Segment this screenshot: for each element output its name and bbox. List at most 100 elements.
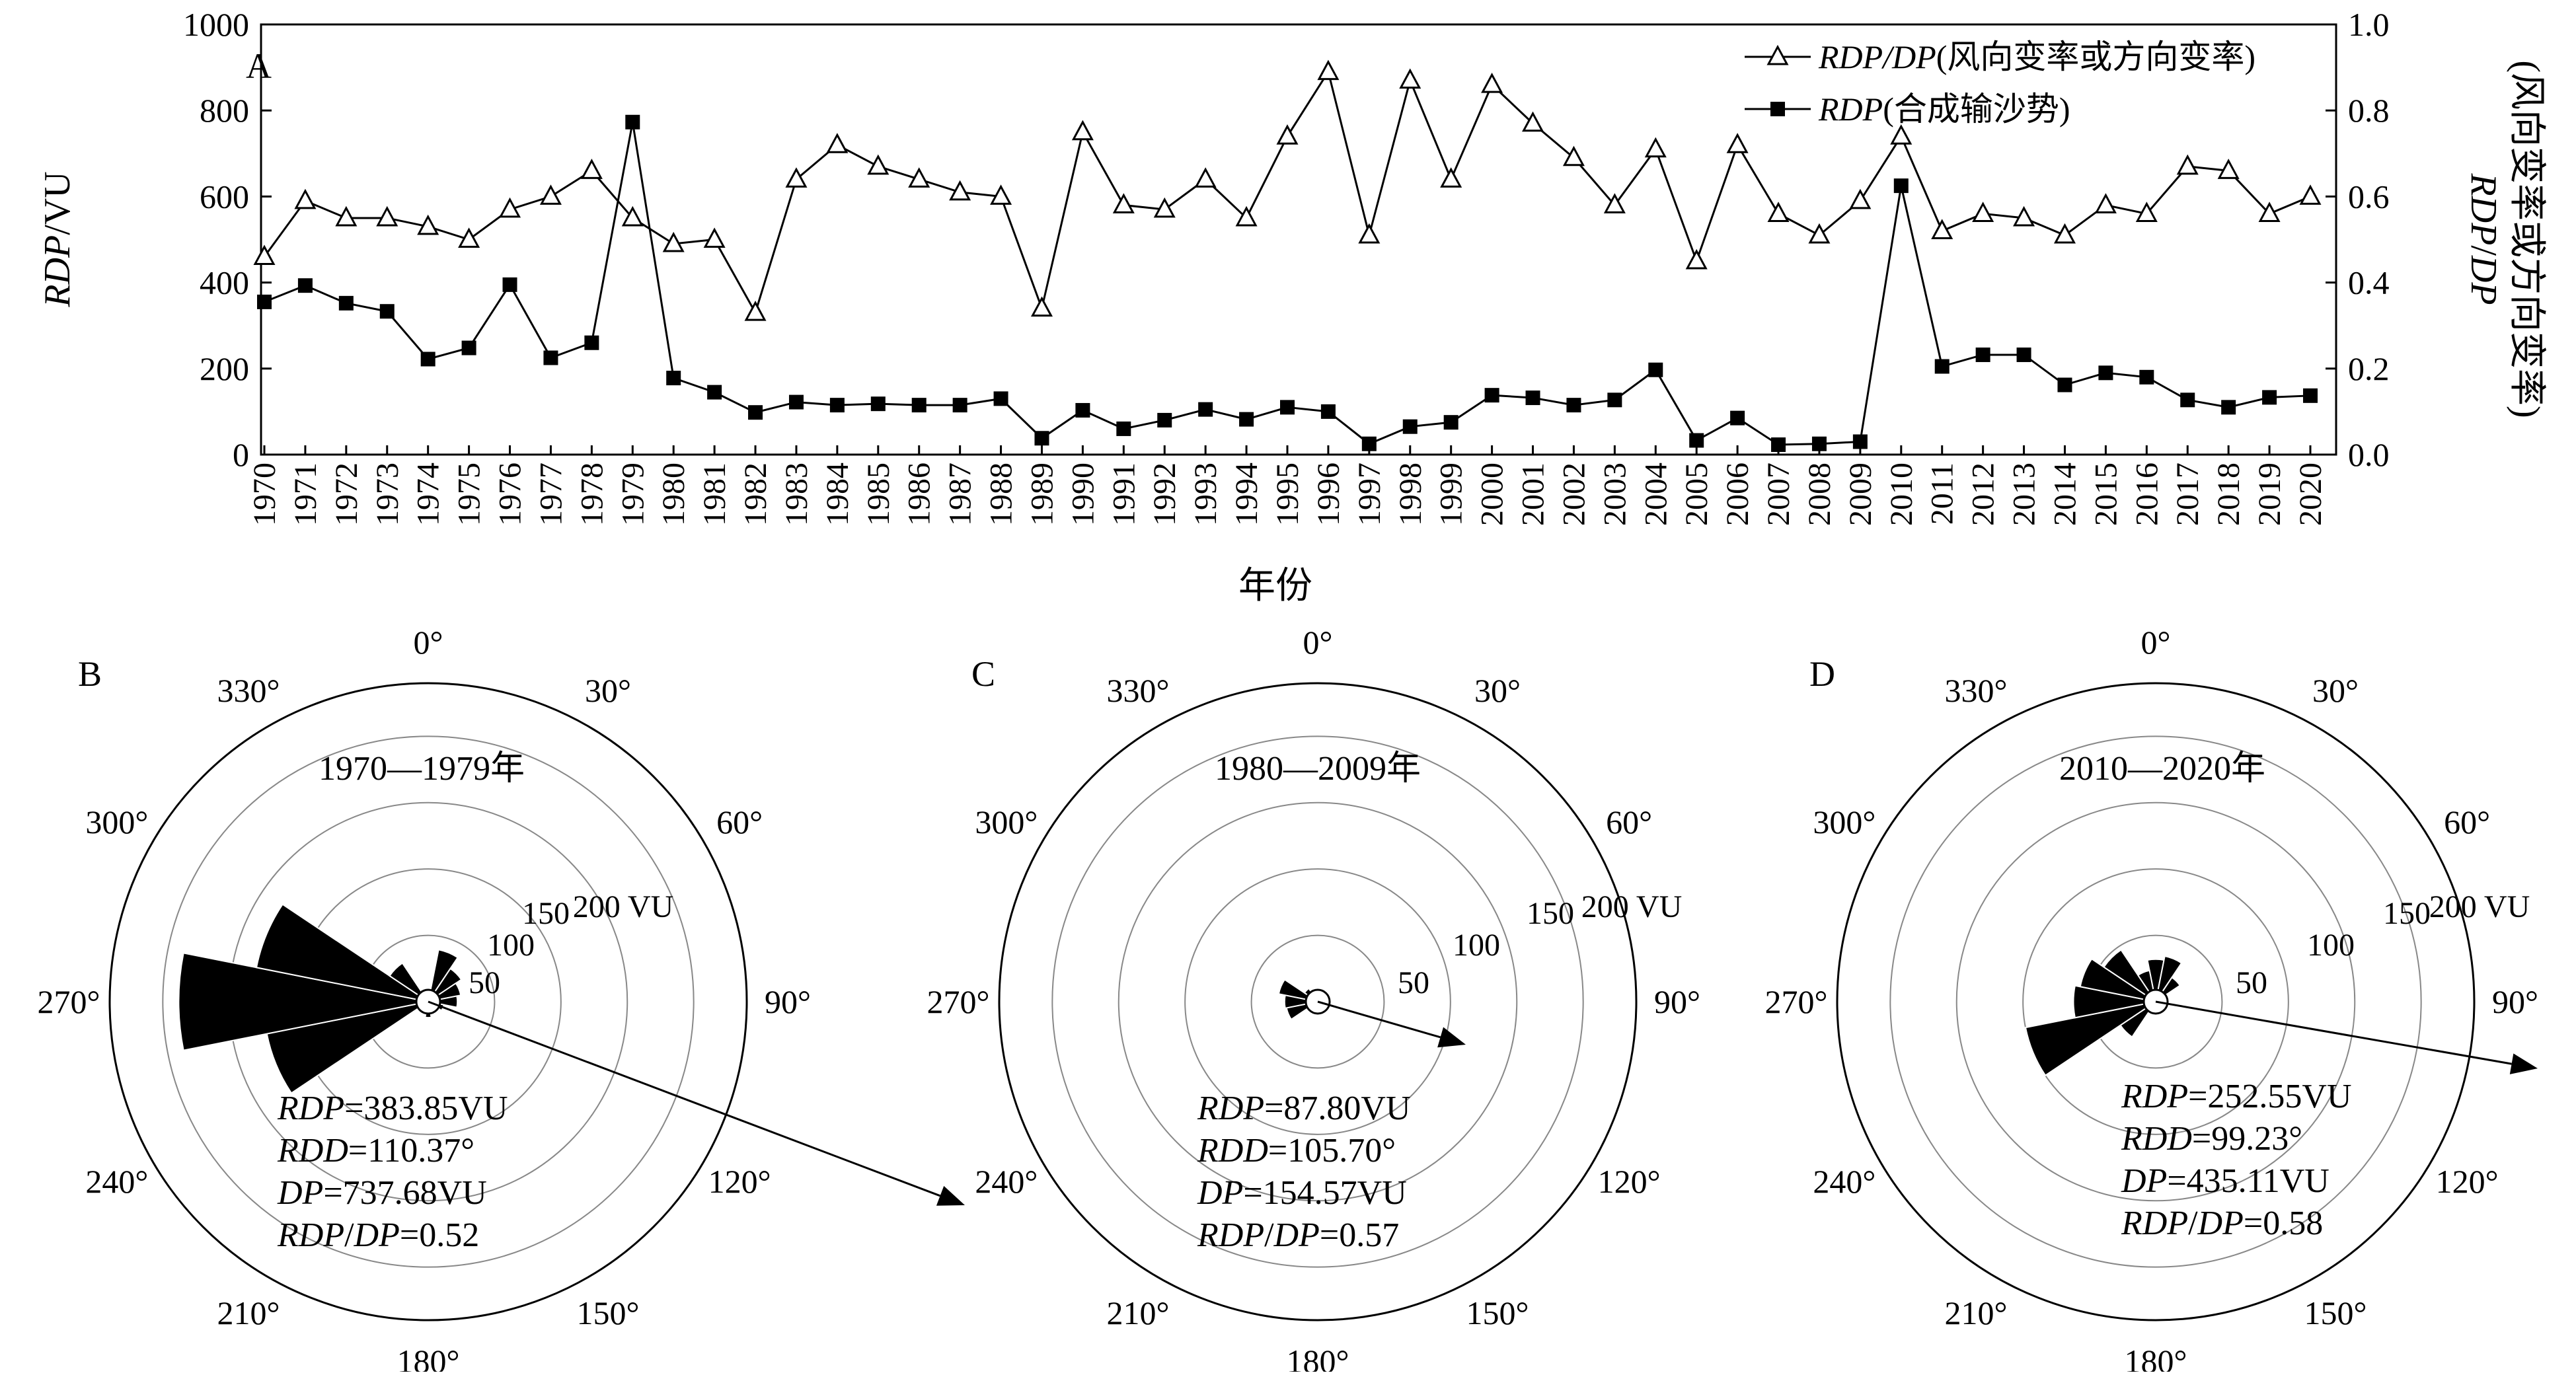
x-tick-label: 1974 [411,463,446,526]
rdp-dp-point [1358,223,1381,244]
rdp-dp-point [2013,205,2035,227]
x-tick-label: 1970 [247,463,282,526]
rdp-point [788,394,804,410]
angle-label: 300° [85,803,148,840]
rose-stat-line-rest: =435.11VU [2167,1162,2330,1200]
rose-stat-line: RDP=252.55VU [2121,1078,2352,1115]
angle-label: 330° [1945,672,2008,709]
rdp-point [379,304,395,319]
angle-label: 30° [2312,672,2359,709]
rdp-dp-point [867,154,890,175]
rdp-dp-point [1030,296,1053,317]
rdp-dp-point [2094,193,2117,213]
x-tick-label: 2004 [1638,463,1673,526]
rose-stat-line-italic: RDP [1197,1216,1264,1254]
x-tick-label: 1975 [452,463,487,526]
rose-stat-line-italic: RDP [2121,1078,2188,1115]
rose-sector [432,995,459,1008]
rose-stat-line-italic: RDD [2121,1120,2192,1158]
rose-stat-line: RDP=383.85VU [277,1090,508,1127]
rdp-dp-point [1522,111,1544,132]
rose-stat-line-rest: =0.58 [2244,1205,2323,1242]
rose-stat-line-italic: RDD [277,1132,348,1170]
rdp-point [338,295,354,311]
rose-stat-line-rest: =737.68VU [323,1174,486,1212]
radial-tick-label: 200 VU [1581,889,1682,924]
angle-label: 240° [1813,1163,1875,1200]
rose-stat-line: RDD=110.37° [277,1132,474,1170]
rdp-dp-point [376,205,398,227]
rdp-point [502,277,517,292]
legend-marker-square [1770,102,1785,116]
rdp-dp-point [580,159,603,179]
rdp-point [748,405,763,420]
rdp-dp-point [1440,167,1462,188]
rdp-dp-point [1808,223,1831,244]
radial-tick-label: 200 VU [573,889,673,924]
angle-label: 150° [2304,1294,2367,1331]
x-tick-label: 2019 [2252,463,2287,526]
rose-stat-line: RDP/DP=0.52 [277,1216,479,1254]
x-tick-label: 1979 [615,463,650,526]
panel-label-a: A [246,46,272,86]
rdp-point [625,114,640,130]
rdp-point [1443,415,1458,430]
angle-label: 210° [1107,1294,1170,1331]
rdp-dp-point [1112,193,1135,213]
rose-stat-line-italic: RDP [277,1216,344,1254]
x-tick-label: 1988 [984,463,1019,526]
x-tick-label: 1992 [1147,463,1182,526]
radial-tick-label: 100 [1453,928,1500,963]
right-y-tick-label: 0.8 [2348,92,2390,129]
plot-frame [260,23,2337,456]
x-tick-label: 1998 [1393,463,1428,526]
angle-label: 270° [1765,983,1828,1020]
rdp-dp-point [1685,248,1708,270]
x-tick-label: 1984 [820,463,855,526]
x-tick-label: 1977 [533,463,568,526]
x-tick-label: 2007 [1761,463,1796,526]
rose-stat-line-italic: RDP [1197,1090,1264,1127]
x-tick-label: 1999 [1434,463,1469,526]
angle-label: 120° [1598,1163,1661,1200]
rdp-dp-point [1972,202,1994,222]
right-y-axis-title-line1-italic2: DP [2463,255,2504,305]
rdp-point [1320,404,1336,419]
x-tick-label: 2010 [1884,463,1919,526]
rdp-dp-point [949,180,971,201]
rdp-point [1157,412,1172,427]
rose-stat-line-italic: RDP [2121,1205,2188,1242]
radial-tick-label: 50 [469,965,500,1000]
rose-sector [2079,957,2152,1002]
rdp-dp-point [744,301,767,321]
left-y-axis-title-italic: RDP [37,235,78,308]
x-tick-label: 2005 [1679,463,1714,526]
rdp-point [707,385,722,400]
x-tick-label: 2017 [2170,463,2205,526]
angle-label: 150° [1466,1294,1529,1331]
angle-label: 180° [1287,1343,1349,1372]
x-tick-label: 1982 [738,463,773,526]
x-axis-title: 年份 [1238,566,1312,607]
rdp-dp-point [458,227,480,248]
angle-label: 30° [1474,672,1521,709]
left-y-tick-label: 0 [233,436,249,473]
rose-stat-line-mid: / [2188,1205,2198,1242]
radial-tick-label: 150 [522,896,570,931]
rdp-point [461,340,476,355]
rdp-point [1893,178,1909,194]
rdp-point [1280,400,1295,415]
legend-marker-triangle [1766,44,1789,65]
x-tick-label: 1972 [329,463,364,526]
rdp-dp-point [539,184,562,205]
rdp-dp-point [621,205,644,227]
panel-c-wind-rose: 50 100 150 200 VU 0° 30° 60° 90° 120° 150° 180° 210… [927,624,1701,1375]
rose-stat-line-rest: =99.23° [2192,1120,2302,1158]
rdp-dp-point [417,214,439,235]
rose-stat-line-italic2: DP [1273,1216,1320,1254]
x-tick-label: 1994 [1229,463,1264,526]
rdp-point [1402,419,1418,434]
rose-stat-line-rest: =0.57 [1320,1216,1399,1254]
rdp-point [1852,434,1868,449]
